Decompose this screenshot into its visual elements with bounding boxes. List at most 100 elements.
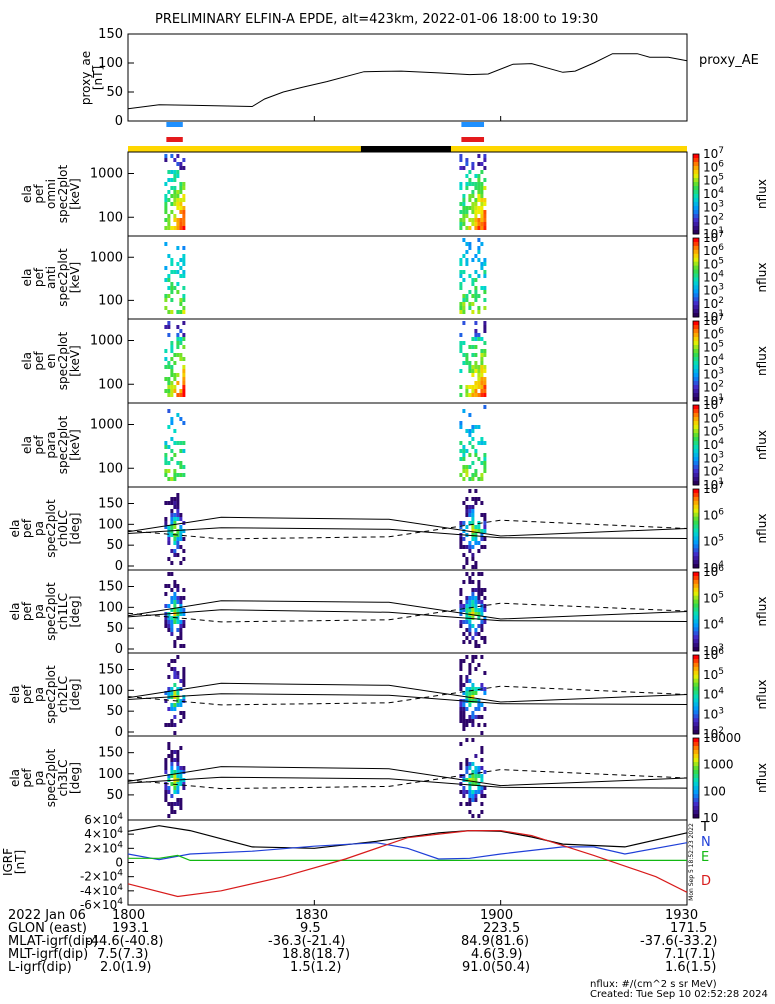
spec-2-burst-1-pixel [474,329,478,333]
spec-1-burst-1-pixel [477,274,481,278]
pa-2-colorbar-cell-14 [693,710,699,715]
pa-0-burst-0-pixel [167,525,171,529]
pa-3-burst-0-pixel [167,778,171,782]
spec-1-burst-0-pixel [182,274,186,278]
spec-0-burst-0-pixel [179,190,183,194]
pa-2-burst-1-pixel [465,675,469,679]
spec-2-burst-1-pixel [480,357,484,361]
pa-3-burst-1-pixel [468,802,472,806]
spec-2-burst-0-pixel [182,385,186,389]
spec-0-burst-1-pixel [483,186,487,190]
footer-glon-1930: 171.5 [670,921,708,936]
pa-3-colorbar-tick-3: 10 [703,811,718,825]
pa-1-burst-1-pixel [474,604,478,608]
spec-2-burst-1-pixel [465,385,469,389]
spec-1-burst-1-pixel [465,294,469,298]
spec-1-burst-0-pixel [173,270,177,274]
pa-3-axis-label-line-2: pa [32,771,46,786]
pa-0-burst-0-pixel [173,513,177,517]
spec-2-burst-0-pixel [182,369,186,373]
pa-0-burst-1-pixel [474,529,478,533]
pa-3-burst-1-pixel [471,738,475,742]
pa-2-colorbar-cell-16 [693,718,699,723]
spec-1-colorbar-tick-3: 104 [703,270,724,285]
pa-0-colorbar-tick-3: 104 [703,560,724,575]
pa-3-burst-0-pixel [170,774,174,778]
pa-1-colorbar-cell-12 [693,619,699,624]
pa-1-burst-1-pixel [462,604,466,608]
pa-2-burst-1-pixel [483,691,487,695]
pa-1-loss-cone-line-2 [127,609,688,622]
spec-3-burst-1-pixel [468,413,472,417]
pa-panel-1-frame [127,569,688,654]
spec-2-burst-0-pixel [176,393,180,397]
pa-3-burst-0-pixel [179,766,183,770]
spec-3-burst-1-pixel [483,465,487,469]
spec-2-burst-0-pixel [179,357,183,361]
footer-lshell-1930: 1.6(1.5) [665,960,717,975]
spec-panel-2-frame [127,318,688,404]
pa-0-burst-1-pixel [459,525,463,529]
spec-0-burst-1-pixel [471,222,475,226]
pa-0-colorbar-tick-1: 106 [703,507,724,522]
spec-0-burst-0-pixel [176,226,180,230]
pa-2-burst-1-pixel [471,711,475,715]
footer-glon-1830: 9.5 [300,921,321,936]
pa-3-tick-label-2: 50 [106,788,123,803]
pa-0-burst-1-pixel [462,553,466,557]
pa-3-burst-1-pixel [474,770,478,774]
spec-0-burst-0-pixel [179,202,183,206]
pa-1-burst-1-pixel [477,572,481,576]
pa-2-burst-0-pixel [179,703,183,707]
spec-3-burst-1-pixel [459,425,463,429]
footer-mlat-1800: -44.6(-40.8) [86,934,164,949]
pa-0-colorbar-cell-3 [693,500,699,506]
spec-3-burst-1-pixel [480,473,484,477]
spec-0-burst-0-pixel [176,218,180,222]
spec-3-burst-1-pixel [465,429,469,433]
spec-2-burst-1-pixel [474,333,478,337]
spec-0-burst-0-pixel [167,218,171,222]
spec-3-burst-1-pixel [474,453,478,457]
pa-1-burst-1-pixel [474,640,478,644]
pa-2-burst-1-pixel [459,675,463,679]
spec-2-colorbar-tick-5: 102 [703,380,724,395]
pa-0-colorbar-cell-15 [693,548,699,553]
spec-2-burst-1-pixel [465,357,469,361]
pa-3-tick-label-0: 150 [98,746,123,761]
pa-2-burst-1-pixel [459,707,463,711]
spec-1-colorbar-cell-13 [693,289,699,294]
spec-0-burst-1-pixel [471,182,475,186]
burst-marker-red-0 [166,137,183,142]
pa-2-burst-1-pixel [483,707,487,711]
pa-2-burst-1-pixel [468,679,472,683]
pa-1-burst-0-pixel [182,620,186,624]
pa-2-colorbar-cell-2 [693,662,699,668]
pa-3-colorbar-cell-4 [693,754,699,759]
spec-0-burst-1-pixel [477,182,481,186]
pa-2-burst-0-pixel [173,683,177,687]
spec-2-burst-0-pixel [164,365,168,369]
spec-0-burst-1-pixel [468,170,472,174]
pa-0-burst-1-pixel [459,537,463,541]
pa-1-burst-0-pixel [176,600,180,604]
pa-1-burst-1-pixel [474,612,478,616]
pa-1-tick-label-1: 100 [98,600,123,615]
pa-2-burst-0-pixel [176,671,180,675]
pa-2-burst-1-pixel [462,715,466,719]
spec-1-burst-1-pixel [465,258,469,262]
pa-0-burst-0-pixel [176,505,180,509]
spec-2-burst-1-pixel [480,361,484,365]
pa-0-burst-0-pixel [170,497,174,501]
spec-2-burst-1-pixel [474,321,478,325]
pa-0-burst-1-pixel [462,565,466,569]
pa-3-colorbar-cell-14 [693,794,699,799]
spec-3-burst-0-pixel [179,473,183,477]
spec-1-burst-1-pixel [459,262,463,266]
spec-3-burst-1-pixel [468,453,472,457]
pa-2-burst-1-pixel [471,655,475,659]
ae-axis-label-line-0: proxy_ae [79,51,93,105]
pa-3-burst-0-pixel [173,802,177,806]
pa-1-colorbar-tick-3: 103 [703,643,724,658]
